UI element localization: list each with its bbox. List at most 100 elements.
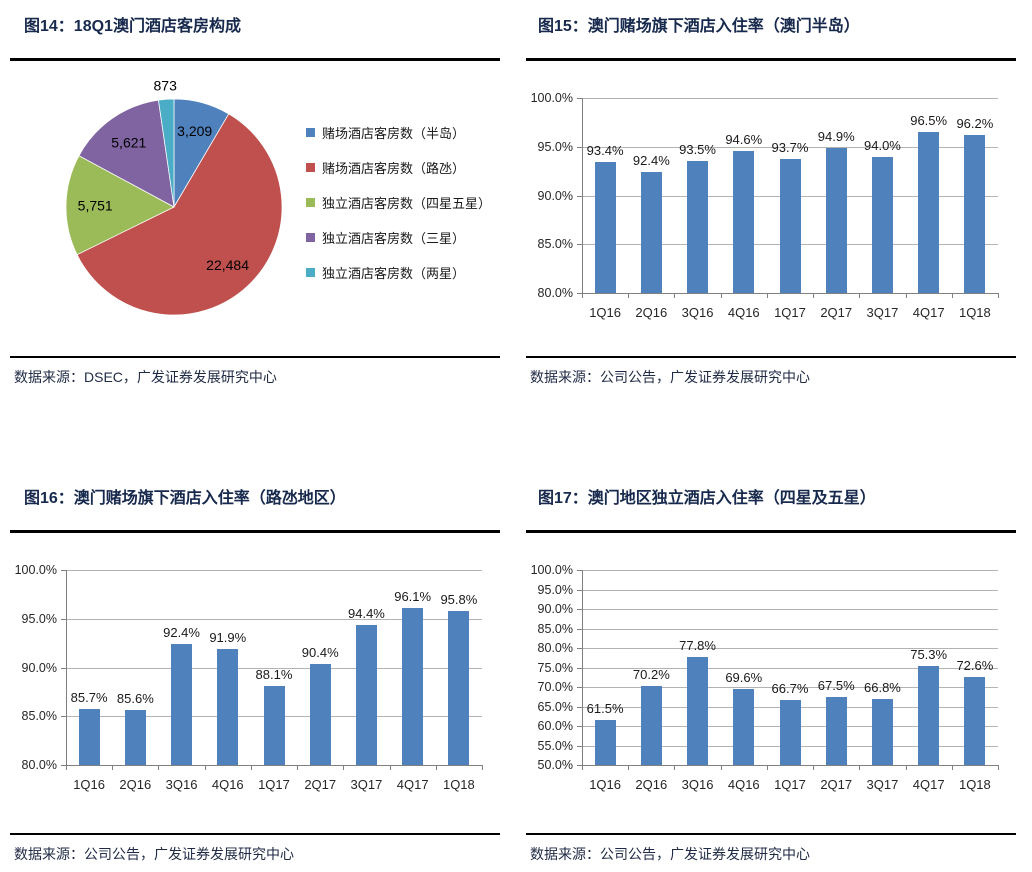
legend-item: 独立酒店客房数（四星五星） — [306, 185, 491, 220]
x-axis-label: 2Q17 — [820, 777, 853, 792]
y-gridline — [66, 618, 482, 620]
pie-value-label: 5,751 — [78, 198, 113, 214]
bar — [779, 159, 801, 293]
y-axis-label: 55.0% — [537, 738, 573, 753]
x-axis-tick — [482, 765, 483, 770]
bar-value-label: 93.4% — [586, 143, 624, 159]
y-axis-tick — [577, 570, 582, 571]
y-axis-label: 60.0% — [537, 719, 573, 733]
bar-value-label: 96.1% — [394, 589, 432, 605]
y-axis-tick — [577, 628, 582, 630]
legend-item-label: 赌场酒店客房数（路氹） — [322, 162, 466, 177]
bar — [918, 132, 940, 293]
y-axis-line — [582, 570, 583, 765]
figure-14-title: 图14：18Q1澳门酒店客房构成 — [24, 18, 241, 35]
legend-swatch-icon — [306, 128, 315, 137]
source-rule — [526, 833, 1016, 835]
y-axis-label: 65.0% — [537, 699, 573, 714]
x-axis-tick — [343, 765, 345, 770]
pie-chart-canvas: 3,209 22,484 5,751 5,621 873 — [65, 77, 283, 316]
figure-16-panel: 图16：澳门赌场旗下酒店入住率（路氹地区） 80.0% 85.0% 90.0% 95.… — [0, 470, 516, 872]
bar — [687, 161, 709, 293]
bar-value-label: 93.7% — [771, 140, 809, 156]
x-axis-line — [66, 765, 483, 766]
bar-value-label: 66.8% — [864, 680, 901, 696]
legend-item: 独立酒店客房数（三星） — [306, 220, 491, 255]
x-axis-tick — [998, 765, 999, 770]
x-axis-tick — [905, 293, 907, 298]
x-axis-tick — [297, 765, 299, 770]
y-axis-tick — [61, 618, 66, 620]
bar-value-label: 72.6% — [956, 657, 994, 673]
x-axis-label: 1Q18 — [958, 305, 991, 320]
x-axis-label: 4Q16 — [727, 777, 760, 792]
bar-value-label: 94.4% — [348, 605, 385, 621]
x-axis-tick — [859, 293, 861, 298]
legend-swatch-icon — [306, 198, 315, 207]
x-axis-label: 3Q17 — [866, 777, 899, 792]
x-axis-label: 1Q16 — [589, 305, 622, 320]
pie-legend: 赌场酒店客房数（半岛） 赌场酒店客房数（路氹） 独立酒店客房数（四星五星） 独立酒店客… — [306, 115, 491, 290]
x-axis-tick — [389, 765, 391, 770]
y-axis-label: 80.0% — [537, 286, 573, 300]
y-axis-label: 70.0% — [537, 680, 573, 694]
bar-value-label: 85.7% — [70, 690, 108, 706]
y-axis-tick — [61, 765, 66, 766]
x-axis-label: 3Q16 — [681, 305, 714, 320]
bar — [171, 644, 193, 765]
bar-value-label: 94.9% — [817, 128, 855, 144]
bar-value-label: 75.3% — [910, 647, 948, 663]
y-axis-tick — [61, 667, 66, 669]
x-axis-label: 3Q16 — [681, 777, 714, 792]
x-axis-tick — [628, 765, 630, 770]
x-axis-tick — [998, 293, 999, 298]
x-axis-tick — [66, 765, 67, 770]
legend-swatch-icon — [306, 233, 315, 242]
bar — [733, 150, 755, 293]
x-axis-tick — [951, 765, 953, 770]
bar — [640, 172, 662, 293]
x-axis-tick — [813, 765, 815, 770]
bar-value-label: 61.5% — [586, 701, 624, 717]
x-axis-label: 4Q16 — [211, 777, 244, 792]
y-gridline — [582, 589, 998, 591]
legend-item-label: 赌场酒店客房数（半岛） — [322, 127, 466, 142]
x-axis-label: 3Q16 — [165, 777, 198, 792]
y-axis-label: 80.0% — [537, 641, 573, 655]
bar — [964, 135, 986, 293]
bar — [871, 156, 893, 293]
legend-swatch-icon — [306, 163, 315, 172]
legend-swatch-icon — [306, 268, 315, 277]
bar — [687, 656, 709, 765]
y-axis-line — [582, 98, 583, 293]
x-axis-line — [582, 765, 999, 766]
y-gridline — [66, 667, 482, 669]
x-axis-tick — [720, 765, 722, 770]
y-gridline — [582, 648, 998, 649]
y-axis-tick — [577, 667, 582, 669]
x-axis-label: 1Q18 — [442, 777, 475, 792]
y-axis-tick — [577, 765, 582, 766]
x-axis-label: 2Q17 — [304, 777, 337, 792]
x-axis-tick — [951, 293, 953, 298]
y-axis-label: 80.0% — [21, 758, 57, 772]
bar-value-label: 69.6% — [725, 669, 763, 685]
y-gridline — [582, 146, 998, 148]
figure-14-panel: 图14：18Q1澳门酒店客房构成 3,209 22,484 5,751 5,621 87… — [0, 0, 516, 470]
y-axis-label: 90.0% — [21, 660, 57, 675]
figure-17-data-source: 数据来源：公司公告，广发证券发展研究中心 — [530, 846, 810, 862]
source-rule — [10, 833, 500, 835]
legend-item: 赌场酒店客房数（路氹） — [306, 150, 491, 185]
x-axis-tick — [813, 293, 815, 298]
pie-value-label: 873 — [154, 77, 178, 93]
figure-16-bar-chart: 80.0% 85.0% 90.0% 95.0% 100.0% 85.7% 1Q16 85.6%… — [10, 533, 500, 833]
legend-item-label: 独立酒店客房数（三星） — [322, 232, 466, 247]
y-axis-label: 100.0% — [14, 563, 57, 577]
y-gridline — [582, 628, 998, 630]
source-rule — [526, 356, 1016, 358]
bar — [825, 147, 847, 293]
figure-14-pie-chart: 3,209 22,484 5,751 5,621 873 赌场酒店客房数（半岛） 赌场酒店客… — [10, 61, 500, 356]
legend-item: 独立酒店客房数（两星） — [306, 255, 491, 290]
y-axis-label: 95.0% — [21, 611, 57, 626]
x-axis-label: 4Q17 — [396, 777, 429, 792]
